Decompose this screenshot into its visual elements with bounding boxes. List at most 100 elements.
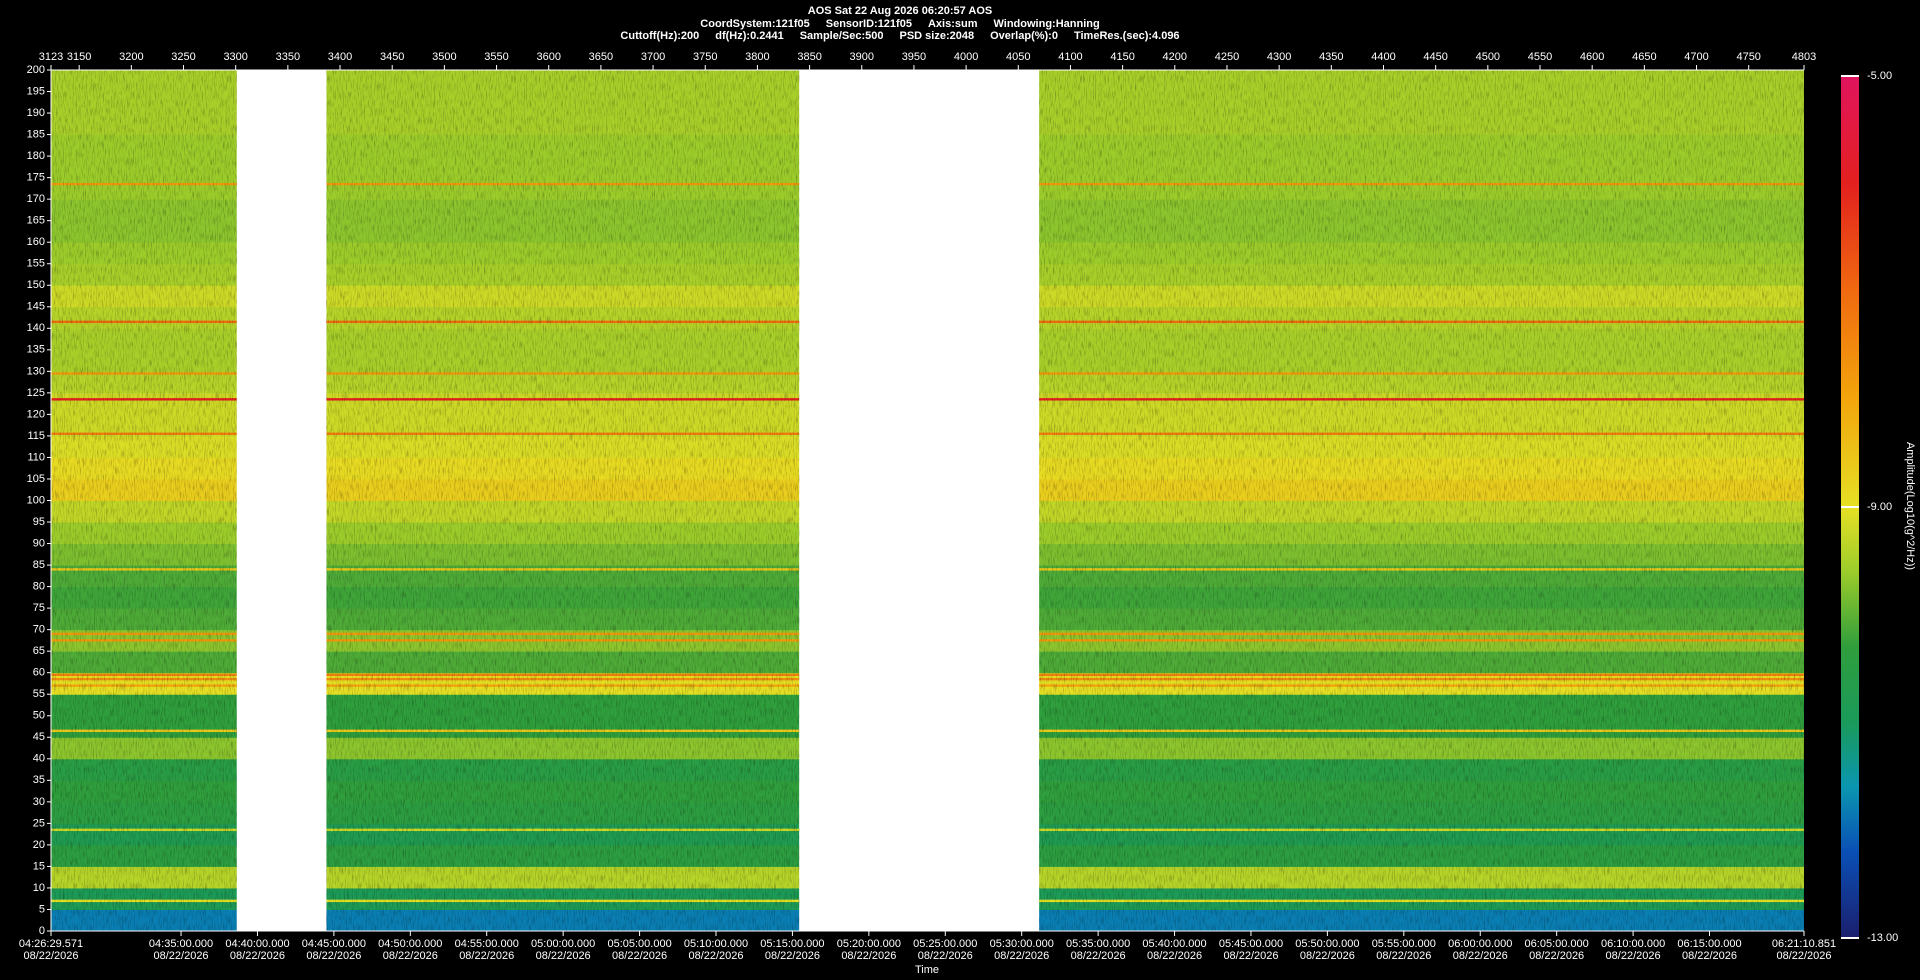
time-tick-date: 08/22/2026 <box>765 950 820 962</box>
y-tick-label: 70 <box>33 624 45 636</box>
y-tick-label: 180 <box>27 150 45 162</box>
y-tick-label: 25 <box>33 817 45 829</box>
x-tick-label: 4550 <box>1528 51 1552 63</box>
texture <box>51 70 237 931</box>
colorbar-label: Amplitude(Log10(g^2/Hz)) <box>1904 442 1916 570</box>
y-tick-label: 75 <box>33 602 45 614</box>
time-tick-date: 08/22/2026 <box>1776 950 1831 962</box>
y-tick-label: 110 <box>27 451 45 463</box>
time-tick-date: 08/22/2026 <box>841 950 896 962</box>
time-tick-date: 08/22/2026 <box>536 950 591 962</box>
x-tick-label: 3950 <box>902 51 926 63</box>
x-tick-label: 4750 <box>1736 51 1760 63</box>
time-tick-label: 05:55:00.000 <box>1372 938 1436 950</box>
time-tick-label: 04:55:00.000 <box>455 938 519 950</box>
y-tick-label: 50 <box>33 710 45 722</box>
y-tick-label: 120 <box>27 408 45 420</box>
x-tick-label: 3800 <box>745 51 769 63</box>
x-tick-label: 3150 <box>67 51 91 63</box>
time-tick-label: 05:25:00.000 <box>913 938 977 950</box>
y-tick-label: 135 <box>27 344 45 356</box>
y-tick-label: 10 <box>33 882 45 894</box>
x-tick-label: 3350 <box>276 51 300 63</box>
time-tick-label: 05:45:00.000 <box>1219 938 1283 950</box>
x-tick-label: 3750 <box>693 51 717 63</box>
chart-title: AOS Sat 22 Aug 2026 06:20:57 AOS <box>808 5 992 17</box>
x-tick-label: 3650 <box>589 51 613 63</box>
time-tick-label: 05:35:00.000 <box>1066 938 1130 950</box>
time-tick-label: 06:15:00.000 <box>1677 938 1741 950</box>
time-tick-date: 08/22/2026 <box>1071 950 1126 962</box>
x-tick-label: 4600 <box>1580 51 1604 63</box>
x-tick-label: 3250 <box>171 51 195 63</box>
x-tick-label: 4803 <box>1792 51 1816 63</box>
x-tick-label: 4000 <box>954 51 978 63</box>
time-tick-date: 08/22/2026 <box>1376 950 1431 962</box>
x-tick-label: 4650 <box>1632 51 1656 63</box>
x-tick-label: 3123 <box>39 51 63 63</box>
y-tick-label: 125 <box>27 387 45 399</box>
time-tick-label: 05:05:00.000 <box>607 938 671 950</box>
time-tick-date: 08/22/2026 <box>688 950 743 962</box>
y-tick-label: 85 <box>33 559 45 571</box>
y-tick-label: 65 <box>33 645 45 657</box>
time-tick-date: 08/22/2026 <box>1606 950 1661 962</box>
time-tick-label: 05:20:00.000 <box>837 938 901 950</box>
y-tick-label: 55 <box>33 688 45 700</box>
time-tick-date: 08/22/2026 <box>306 950 361 962</box>
y-tick-label: 165 <box>27 215 45 227</box>
texture <box>1039 70 1804 931</box>
time-tick-label: 05:30:00.000 <box>990 938 1054 950</box>
y-tick-label: 140 <box>27 322 45 334</box>
x-tick-label: 4450 <box>1423 51 1447 63</box>
info-item: Windowing:Hanning <box>993 18 1099 30</box>
y-tick-label: 190 <box>27 107 45 119</box>
time-tick-label: 06:05:00.000 <box>1525 938 1589 950</box>
y-tick-label: 5 <box>39 903 45 915</box>
x-tick-label: 3500 <box>432 51 456 63</box>
y-tick-label: 160 <box>27 236 45 248</box>
time-tick-date: 08/22/2026 <box>1682 950 1737 962</box>
x-tick-label: 3400 <box>328 51 352 63</box>
y-tick-label: 145 <box>27 301 45 313</box>
x-tick-label: 4350 <box>1319 51 1343 63</box>
time-tick-label: 05:50:00.000 <box>1295 938 1359 950</box>
time-tick-date: 08/22/2026 <box>383 950 438 962</box>
x-tick-label: 4400 <box>1371 51 1395 63</box>
colorbar-tick-label: -9.00 <box>1867 501 1892 513</box>
time-tick-date: 08/22/2026 <box>612 950 667 962</box>
y-tick-label: 20 <box>33 839 45 851</box>
info-line: Cuttoff(Hz):200 df(Hz):0.2441 Sample/Sec:5… <box>620 30 1179 42</box>
time-tick-label: 04:50:00.000 <box>378 938 442 950</box>
info-item: Sample/Sec:500 <box>800 30 884 42</box>
x-tick-label: 4250 <box>1215 51 1239 63</box>
info-item: PSD size:2048 <box>900 30 975 42</box>
y-tick-label: 80 <box>33 581 45 593</box>
time-tick-date: 08/22/2026 <box>1223 950 1278 962</box>
x-tick-label: 3450 <box>380 51 404 63</box>
time-tick-date: 08/22/2026 <box>994 950 1049 962</box>
info-item: df(Hz):0.2441 <box>715 30 783 42</box>
time-tick-label: 04:35:00.000 <box>149 938 213 950</box>
time-tick-label: 05:15:00.000 <box>760 938 824 950</box>
time-tick-label: 04:40:00.000 <box>225 938 289 950</box>
y-tick-label: 170 <box>27 193 45 205</box>
y-tick-label: 100 <box>27 494 45 506</box>
time-tick-label: 06:00:00.000 <box>1448 938 1512 950</box>
info-item: Cuttoff(Hz):200 <box>620 30 699 42</box>
y-tick-label: 115 <box>27 430 45 442</box>
info-line: CoordSystem:121f05 SensorID:121f05 Axis:su… <box>700 18 1099 30</box>
time-tick-label: 04:26:29.571 <box>19 938 83 950</box>
x-tick-label: 4200 <box>1163 51 1187 63</box>
time-tick-label: 06:21:10.851 <box>1772 938 1836 950</box>
y-tick-label: 60 <box>33 667 45 679</box>
y-tick-label: 40 <box>33 753 45 765</box>
time-tick-label: 05:00:00.000 <box>531 938 595 950</box>
x-tick-label: 3550 <box>484 51 508 63</box>
time-tick-label: 05:10:00.000 <box>684 938 748 950</box>
y-tick-label: 15 <box>33 860 45 872</box>
time-tick-date: 08/22/2026 <box>459 950 514 962</box>
x-tick-label: 3300 <box>223 51 247 63</box>
